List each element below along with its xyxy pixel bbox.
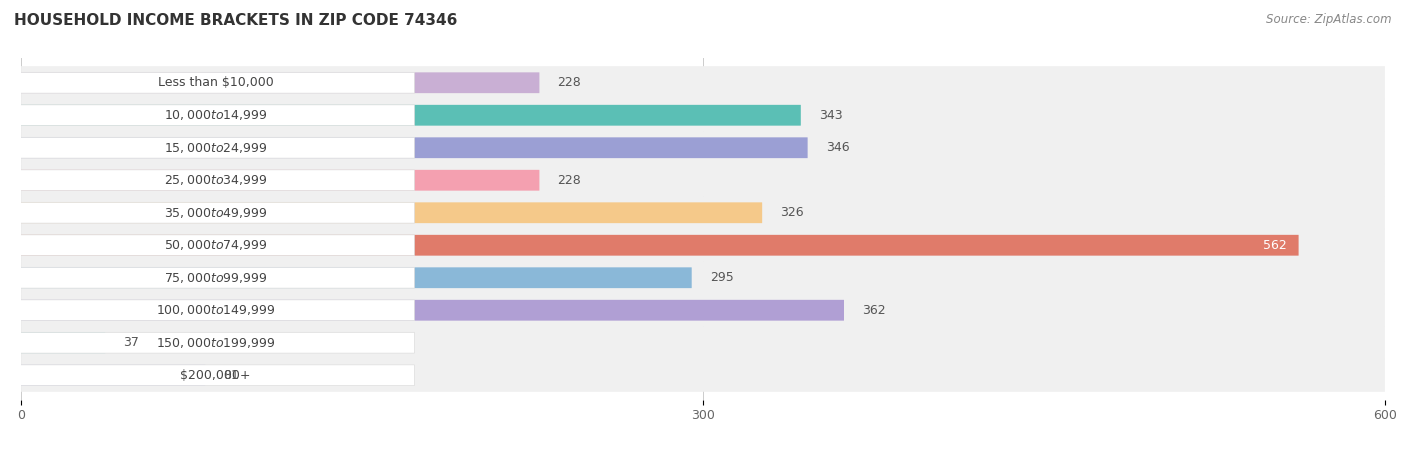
Text: $15,000 to $24,999: $15,000 to $24,999 [163, 141, 267, 155]
FancyBboxPatch shape [21, 326, 1385, 359]
FancyBboxPatch shape [21, 170, 540, 191]
FancyBboxPatch shape [17, 202, 415, 223]
FancyBboxPatch shape [17, 267, 415, 288]
FancyBboxPatch shape [21, 105, 801, 126]
Text: 295: 295 [710, 271, 734, 284]
FancyBboxPatch shape [21, 261, 1385, 294]
FancyBboxPatch shape [21, 229, 1385, 262]
Text: Less than $10,000: Less than $10,000 [157, 76, 273, 89]
Text: 81: 81 [224, 369, 239, 382]
Text: 326: 326 [780, 206, 804, 219]
Text: 228: 228 [558, 174, 581, 187]
Text: $50,000 to $74,999: $50,000 to $74,999 [163, 238, 267, 252]
FancyBboxPatch shape [21, 332, 105, 353]
Text: 362: 362 [862, 304, 886, 317]
FancyBboxPatch shape [17, 72, 415, 93]
Text: $200,000+: $200,000+ [180, 369, 250, 382]
Text: 37: 37 [124, 336, 139, 349]
FancyBboxPatch shape [21, 164, 1385, 197]
FancyBboxPatch shape [21, 131, 1385, 164]
Text: $150,000 to $199,999: $150,000 to $199,999 [156, 336, 276, 350]
FancyBboxPatch shape [21, 300, 844, 321]
FancyBboxPatch shape [21, 202, 762, 223]
FancyBboxPatch shape [17, 170, 415, 191]
Text: $100,000 to $149,999: $100,000 to $149,999 [156, 303, 276, 317]
Text: $25,000 to $34,999: $25,000 to $34,999 [163, 173, 267, 187]
Text: 346: 346 [825, 141, 849, 154]
Text: Source: ZipAtlas.com: Source: ZipAtlas.com [1267, 13, 1392, 26]
FancyBboxPatch shape [17, 137, 415, 158]
FancyBboxPatch shape [17, 365, 415, 386]
Text: HOUSEHOLD INCOME BRACKETS IN ZIP CODE 74346: HOUSEHOLD INCOME BRACKETS IN ZIP CODE 74… [14, 13, 457, 28]
FancyBboxPatch shape [21, 99, 1385, 132]
FancyBboxPatch shape [21, 66, 1385, 99]
FancyBboxPatch shape [21, 267, 692, 288]
Text: $10,000 to $14,999: $10,000 to $14,999 [163, 108, 267, 122]
FancyBboxPatch shape [17, 235, 415, 255]
FancyBboxPatch shape [17, 332, 415, 353]
FancyBboxPatch shape [21, 196, 1385, 229]
FancyBboxPatch shape [21, 137, 807, 158]
FancyBboxPatch shape [21, 72, 540, 93]
Text: $35,000 to $49,999: $35,000 to $49,999 [163, 206, 267, 220]
Text: 562: 562 [1264, 239, 1286, 252]
FancyBboxPatch shape [21, 365, 205, 386]
Text: $75,000 to $99,999: $75,000 to $99,999 [163, 271, 267, 285]
FancyBboxPatch shape [17, 300, 415, 321]
FancyBboxPatch shape [21, 235, 1299, 255]
FancyBboxPatch shape [17, 105, 415, 126]
FancyBboxPatch shape [21, 359, 1385, 392]
Text: 343: 343 [818, 109, 842, 122]
FancyBboxPatch shape [21, 294, 1385, 327]
Text: 228: 228 [558, 76, 581, 89]
